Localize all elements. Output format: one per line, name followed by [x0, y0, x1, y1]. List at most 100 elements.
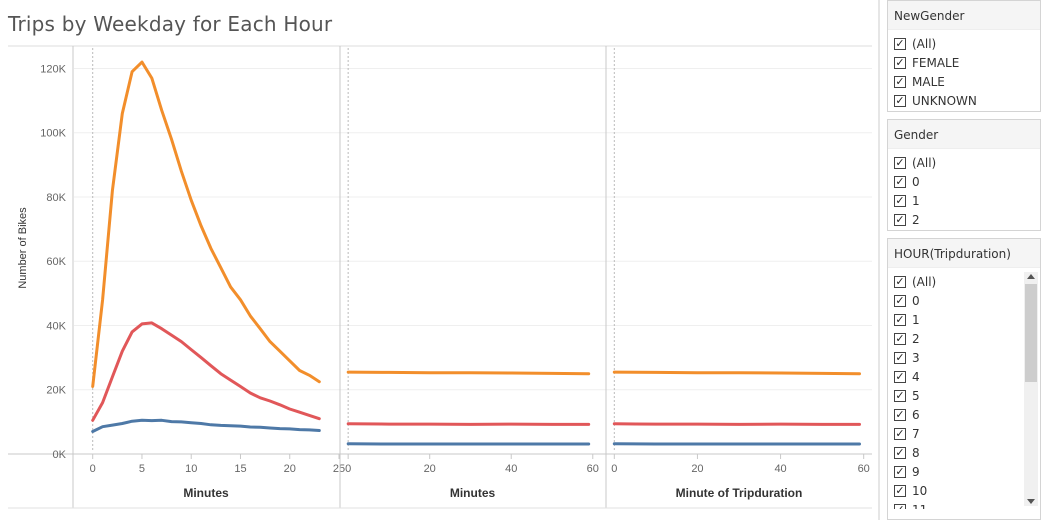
x-tick-label: 0	[611, 463, 617, 475]
filter-option[interactable]: ✓ MALE	[894, 72, 1034, 91]
y-tick-label: 120K	[40, 63, 66, 75]
checkbox-icon[interactable]: ✓	[894, 312, 906, 326]
filter-option[interactable]: ✓ 6	[894, 405, 1034, 424]
filter-title: HOUR(Tripduration)	[888, 239, 1040, 268]
filter-gender: Gender ✓ (All) ✓ 0 ✓ 1 ✓ 2	[887, 119, 1041, 231]
filter-option-label: 2	[912, 331, 920, 346]
filter-option[interactable]: ✓ 7	[894, 424, 1034, 443]
checkbox-icon[interactable]: ✓	[894, 407, 906, 421]
checkbox-icon[interactable]: ✓	[894, 331, 906, 345]
filter-option-label: (All)	[912, 274, 937, 289]
filter-option-label: 0	[912, 174, 920, 189]
filter-option[interactable]: ✓ 10	[894, 481, 1034, 500]
checkbox-icon[interactable]: ✓	[894, 174, 906, 188]
filter-option[interactable]: ✓ 0	[894, 291, 1034, 310]
checkbox-icon[interactable]: ✓	[894, 93, 906, 107]
y-axis-title: Number of Bikes	[17, 207, 29, 289]
series-line-red	[91, 321, 321, 422]
y-tick-label: 0K	[53, 449, 67, 461]
filter-option[interactable]: ✓ 9	[894, 462, 1034, 481]
filter-option[interactable]: ✓ 2	[894, 210, 1034, 229]
scrollbar[interactable]	[1024, 272, 1038, 506]
y-tick-label: 80K	[46, 192, 66, 204]
filter-option-label: (All)	[912, 36, 937, 51]
y-tick-label: 60K	[46, 256, 66, 268]
x-axis-title: Minutes	[183, 486, 229, 500]
filter-option-label: FEMALE	[912, 55, 960, 70]
filter-option[interactable]: ✓ 1	[894, 310, 1034, 329]
filter-option-label: 11	[912, 503, 927, 510]
checkbox-icon[interactable]: ✓	[894, 274, 906, 288]
checkbox-icon[interactable]: ✓	[894, 155, 906, 169]
filter-option-label: MALE	[912, 74, 945, 89]
x-axis-title: Minute of Tripduration	[676, 486, 803, 500]
x-tick-label: 0	[90, 463, 96, 475]
x-tick-label: 20	[691, 463, 703, 475]
x-tick-label: 40	[505, 463, 517, 475]
checkbox-icon[interactable]: ✓	[894, 388, 906, 402]
filter-option-label: 5	[912, 388, 920, 403]
filter-option[interactable]: ✓ 11	[894, 500, 1034, 509]
filter-hour-tripduration: HOUR(Tripduration) ✓ (All) ✓ 0 ✓ 1 ✓ 2 ✓ 3 ✓ 4…	[887, 238, 1041, 520]
filter-option[interactable]: ✓ 0	[894, 172, 1034, 191]
checkbox-icon[interactable]: ✓	[894, 464, 906, 478]
filter-option-label: 1	[912, 193, 920, 208]
filter-option-label: 10	[912, 483, 928, 498]
filter-option-label: 8	[912, 445, 920, 460]
filter-option-label: 1	[912, 312, 920, 327]
x-tick-label: 15	[234, 463, 246, 475]
filter-option[interactable]: ✓ (All)	[894, 34, 1034, 53]
scroll-down-icon[interactable]	[1027, 499, 1035, 504]
checkbox-icon[interactable]: ✓	[894, 293, 906, 307]
filter-option-label: UNKNOWN	[912, 93, 977, 108]
filter-option-label: 9	[912, 464, 920, 479]
filter-option[interactable]: ✓ (All)	[894, 153, 1034, 172]
checkbox-icon[interactable]: ✓	[894, 350, 906, 364]
filter-option[interactable]: ✓ 1	[894, 191, 1034, 210]
filter-option[interactable]: ✓ UNKNOWN	[894, 91, 1034, 110]
filter-option[interactable]: ✓ (All)	[894, 272, 1034, 291]
filter-list: ✓ (All) ✓ 0 ✓ 1 ✓ 2	[888, 149, 1040, 229]
checkbox-icon[interactable]: ✓	[894, 503, 906, 509]
checkbox-icon[interactable]: ✓	[894, 445, 906, 459]
filter-option-label: 2	[912, 212, 920, 227]
filter-list: ✓ (All) ✓ FEMALE ✓ MALE ✓ UNKNOWN	[888, 30, 1040, 110]
filter-list-scroll[interactable]: ✓ (All) ✓ 0 ✓ 1 ✓ 2 ✓ 3 ✓ 4 ✓ 5 ✓ 6 ✓ 7 ✓ 8 ✓ 9 ✓ 10…	[888, 268, 1040, 509]
scroll-up-icon[interactable]	[1027, 274, 1035, 279]
filter-option[interactable]: ✓ 4	[894, 367, 1034, 386]
x-tick-label: 25	[333, 463, 345, 475]
filter-option-label: 4	[912, 369, 920, 384]
chart-title: Trips by Weekday for Each Hour	[8, 12, 333, 36]
y-tick-label: 100K	[40, 128, 66, 140]
checkbox-icon[interactable]: ✓	[894, 369, 906, 383]
x-axis-title: Minutes	[450, 486, 496, 500]
x-tick-label: 5	[139, 463, 145, 475]
x-tick-label: 60	[858, 463, 870, 475]
filter-option-label: 0	[912, 293, 920, 308]
x-tick-label: 40	[774, 463, 786, 475]
checkbox-icon[interactable]: ✓	[894, 36, 906, 50]
x-tick-label: 20	[284, 463, 296, 475]
filter-list: ✓ (All) ✓ 0 ✓ 1 ✓ 2 ✓ 3 ✓ 4 ✓ 5 ✓ 6 ✓ 7 ✓ 8 ✓ 9 ✓ 10…	[888, 268, 1040, 509]
checkbox-icon[interactable]: ✓	[894, 426, 906, 440]
filter-option[interactable]: ✓ FEMALE	[894, 53, 1034, 72]
series-line-blue	[91, 418, 321, 433]
x-tick-label: 10	[185, 463, 197, 475]
filter-title: NewGender	[888, 1, 1040, 30]
checkbox-icon[interactable]: ✓	[894, 212, 906, 226]
checkbox-icon[interactable]: ✓	[894, 74, 906, 88]
filter-option[interactable]: ✓ 8	[894, 443, 1034, 462]
scrollbar-thumb[interactable]	[1025, 284, 1037, 382]
x-tick-label: 0	[345, 463, 351, 475]
filter-option-label: 3	[912, 350, 920, 365]
filter-option[interactable]: ✓ 5	[894, 386, 1034, 405]
series-line-red	[346, 422, 591, 426]
line-chart: 0K 20K 40K 60K 80K 100K 120K Number of Bikes 0 5 1…	[8, 45, 872, 509]
series-line-orange	[346, 370, 591, 376]
checkbox-icon[interactable]: ✓	[894, 55, 906, 69]
checkbox-icon[interactable]: ✓	[894, 193, 906, 207]
filter-option[interactable]: ✓ 3	[894, 348, 1034, 367]
checkbox-icon[interactable]: ✓	[894, 483, 906, 497]
filter-option[interactable]: ✓ 2	[894, 329, 1034, 348]
y-tick-label: 40K	[46, 320, 66, 332]
